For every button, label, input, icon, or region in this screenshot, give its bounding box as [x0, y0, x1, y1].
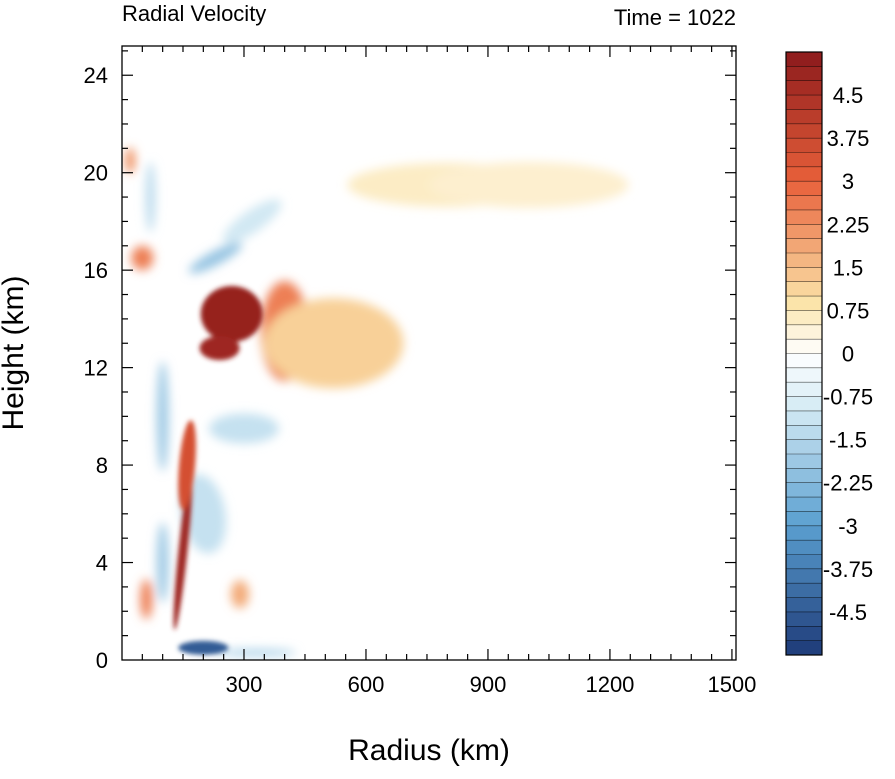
- y-tick-label: 0: [96, 648, 108, 673]
- colorbar-bin: [786, 324, 822, 340]
- colorbar-bin: [786, 568, 822, 584]
- heatmap-feature: [145, 162, 156, 233]
- colorbar-bin: [786, 554, 822, 570]
- heatmap-feature: [230, 580, 249, 609]
- heatmap-feature: [140, 579, 153, 620]
- colorbar-bin: [786, 166, 822, 182]
- colorbar-bin: [786, 626, 822, 641]
- y-tick-label: 16: [84, 258, 108, 283]
- colorbar-bin: [786, 253, 822, 268]
- y-axis-ticks: 0 4 8 12 16 20 24: [84, 50, 736, 673]
- colorbar-bin: [786, 339, 822, 354]
- colorbar-label: 2.25: [827, 212, 870, 237]
- x-tick-label: 300: [226, 672, 263, 697]
- heatmap-feature: [173, 470, 193, 630]
- colorbar-bin: [786, 80, 822, 96]
- colorbar-bin: [786, 482, 822, 498]
- colorbar: 4.5 3.75 3 2.25 1.5 0.75 0 -0.75 -1.5 -2.25 -3 -3.7…: [785, 51, 873, 656]
- heatmap-feature: [216, 648, 297, 657]
- colorbar-bin: [786, 267, 822, 283]
- colorbar-label: 0: [842, 342, 854, 367]
- heatmap-feature: [125, 147, 136, 174]
- y-tick-label: 12: [84, 356, 108, 381]
- heatmap-feature: [263, 298, 404, 389]
- heatmap-feature: [208, 413, 279, 444]
- colorbar-bin: [786, 281, 822, 297]
- x-tick-label: 1200: [585, 672, 634, 697]
- colorbar-bin: [786, 238, 822, 254]
- heatmap-feature: [156, 522, 169, 603]
- colorbar-label: -3: [838, 514, 858, 539]
- heatmap-feature: [222, 199, 282, 244]
- colorbar-label: -4.5: [829, 600, 867, 625]
- colorbar-bin: [786, 511, 822, 527]
- colorbar-label: -0.75: [823, 385, 873, 410]
- colorbar-bin: [786, 310, 822, 326]
- colorbar-bin: [786, 439, 822, 455]
- colorbar-label: 4.5: [833, 83, 864, 108]
- colorbar-bin: [786, 66, 822, 82]
- colorbar-bin: [786, 109, 822, 125]
- colorbar-label: -2.25: [823, 471, 873, 496]
- heatmap-field: [122, 46, 736, 660]
- heatmap-feature: [156, 361, 169, 472]
- colorbar-bin: [786, 123, 822, 139]
- heatmap-feature: [131, 245, 154, 270]
- heatmap-feature: [199, 336, 240, 361]
- heatmap-feature: [178, 420, 196, 510]
- plot-frame: [121, 45, 737, 661]
- x-tick-label: 600: [348, 672, 385, 697]
- colorbar-label: 1.5: [833, 255, 864, 280]
- colorbar-bin: [786, 396, 822, 412]
- colorbar-bin: [786, 540, 822, 555]
- colorbar-label: -1.5: [829, 428, 867, 453]
- colorbar-bin: [786, 425, 822, 440]
- colorbar-bin: [786, 95, 822, 110]
- y-tick-label: 8: [96, 453, 108, 478]
- x-tick-label: 900: [470, 672, 507, 697]
- colorbar-bin: [786, 209, 822, 225]
- colorbar-bin: [786, 382, 822, 397]
- colorbar-label: 3: [842, 169, 854, 194]
- colorbar-frame: [785, 51, 823, 656]
- colorbar-bin: [786, 152, 822, 168]
- heatmap-feature: [188, 242, 243, 274]
- chart-title: Radial Velocity: [122, 1, 266, 26]
- y-tick-label: 24: [84, 63, 108, 88]
- colorbar-bin: [786, 138, 822, 153]
- colorbar-label: 0.75: [827, 298, 870, 323]
- colorbar-bin: [786, 410, 822, 426]
- colorbar-bin: [786, 181, 822, 196]
- colorbar-bin: [786, 367, 822, 383]
- colorbar-bin: [786, 224, 822, 239]
- x-axis-label: Radius (km): [348, 734, 510, 767]
- colorbar-bin: [786, 583, 822, 598]
- colorbar-bin: [786, 611, 822, 627]
- y-tick-label: 20: [84, 161, 108, 186]
- chart-subtitle: Time = 1022: [614, 5, 736, 30]
- colorbar-bin: [786, 468, 822, 484]
- colorbar-bin: [786, 52, 822, 67]
- colorbar-bin: [786, 353, 822, 369]
- colorbar-bin: [786, 195, 822, 211]
- y-tick-label: 4: [96, 551, 108, 576]
- colorbar-bin: [786, 640, 822, 656]
- colorbar-bin: [786, 525, 822, 541]
- colorbar-bin: [786, 497, 822, 512]
- heatmap-feature: [200, 286, 263, 343]
- heatmap-feature: [178, 640, 229, 655]
- y-axis-label: Height (km): [0, 275, 30, 430]
- colorbar-bin: [786, 597, 822, 613]
- colorbar-bin: [786, 296, 822, 311]
- colorbar-bin: [786, 454, 822, 469]
- x-axis-ticks: 300 600 900 1200 1500: [141, 46, 756, 697]
- heatmap-feature: [428, 161, 629, 208]
- colorbar-label: 3.75: [827, 126, 870, 151]
- x-tick-label: 1500: [707, 672, 756, 697]
- colorbar-label: -3.75: [823, 557, 873, 582]
